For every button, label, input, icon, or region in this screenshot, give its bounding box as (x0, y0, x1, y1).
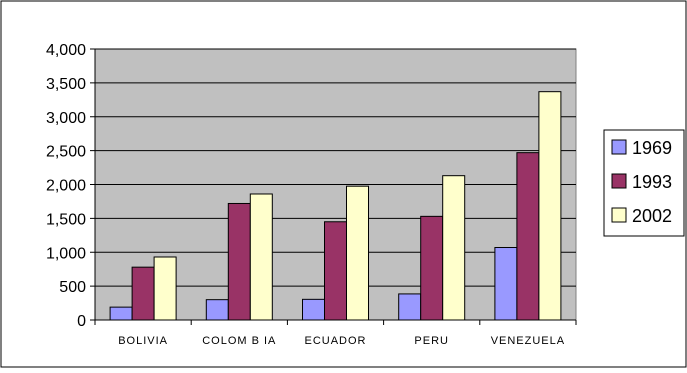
bar-1969-ecuador (302, 298, 325, 321)
bar-2002-peru (442, 175, 466, 321)
legend-label-1993: 1993 (632, 172, 672, 192)
bar-1993-bolivia (131, 266, 155, 321)
plot-area: 0 500 1,000 1,500 2,000 2,500 3,000 3,500 4,000 B… (46, 42, 577, 347)
bar-1969-venezuela (494, 247, 518, 321)
bar-1969-colombia (205, 299, 229, 321)
legend-swatch-2002 (611, 207, 627, 223)
y-tick-label: 2,500 (46, 144, 86, 161)
legend-swatch-1993 (611, 173, 627, 189)
x-tick-label: PERU (414, 335, 449, 347)
bar-2002-bolivia (153, 256, 177, 321)
x-tick-label: COLOM B IA (202, 335, 276, 347)
y-tick-label: 3,000 (46, 110, 86, 127)
y-tick-label: 3,500 (46, 76, 86, 93)
bar-2002-colombia (249, 193, 273, 321)
bar-2002-ecuador (346, 185, 369, 321)
bar-1993-peru (420, 215, 444, 321)
x-tick-label: ECUADOR (304, 335, 366, 347)
legend-swatch-1969 (611, 139, 627, 155)
y-tick-label: 0 (77, 313, 86, 330)
bar-1993-ecuador (324, 221, 347, 321)
y-tick-label: 1,000 (46, 245, 86, 262)
bar-1993-colombia (227, 202, 251, 321)
bar-1969-bolivia (109, 306, 133, 321)
y-tick-label: 4,000 (46, 42, 86, 59)
legend-label-2002: 2002 (632, 206, 672, 226)
bar-2002-venezuela (538, 91, 562, 321)
y-tick-label: 1,500 (46, 211, 86, 228)
x-tick-label: VENEZUELA (491, 335, 565, 347)
legend-label-1969: 1969 (632, 138, 672, 158)
legend: 1969 1993 2002 (603, 129, 685, 237)
bar-1993-venezuela (516, 152, 540, 321)
y-tick-label: 500 (59, 279, 86, 296)
y-tick-label: 2,000 (46, 178, 86, 195)
bar-1969-peru (398, 293, 422, 321)
x-tick-label: BOLIVIA (118, 335, 168, 347)
